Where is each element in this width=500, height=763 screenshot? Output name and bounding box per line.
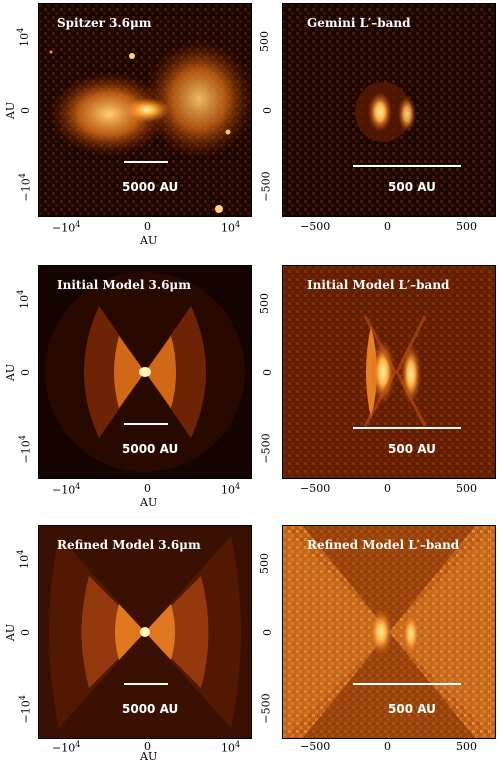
image-refined-36: Refined Model 3.6μm 5000 AU	[38, 525, 252, 739]
initial-36-art	[39, 266, 251, 478]
panel-title: Initial Model 3.6μm	[57, 278, 191, 292]
x-tick: 104	[221, 482, 241, 497]
image-spitzer: Spitzer 3.6μm 5000 AU	[38, 3, 252, 217]
panel-spitzer: Spitzer 3.6μm 5000 AU 104 0 −104 AU −104…	[0, 0, 252, 260]
panel-title: Initial Model L′–band	[307, 278, 450, 292]
x-tick: 0	[384, 482, 391, 495]
scale-bar	[124, 423, 168, 425]
panel-refined-model-3.6: Refined Model 3.6μm 5000 AU 104 0 −104 A…	[0, 522, 252, 763]
panel-title: Refined Model 3.6μm	[57, 538, 201, 552]
scale-label: 5000 AU	[122, 180, 179, 194]
gemini-image-art	[283, 4, 495, 216]
y-tick: −500	[259, 693, 273, 724]
y-tick: 104	[16, 549, 31, 569]
panel-title: Refined Model L′–band	[307, 538, 460, 552]
y-tick: 0	[19, 629, 32, 636]
panel-gemini: Gemini L′–band 500 AU 500 0 −500 −500 0 …	[250, 0, 500, 260]
x-axis-label: AU	[140, 496, 158, 509]
panel-initial-model-l: Initial Model L′–band 500 AU 500 0 −500 …	[250, 262, 500, 522]
refined-36-art	[39, 526, 251, 738]
scale-label: 5000 AU	[122, 442, 179, 456]
panel-title: Spitzer 3.6μm	[57, 16, 152, 30]
x-tick: 500	[456, 482, 477, 495]
scale-bar	[353, 427, 461, 429]
scale-bar	[124, 683, 168, 685]
x-tick: −500	[300, 482, 331, 495]
x-tick: 0	[144, 482, 151, 495]
initial-l-art	[283, 266, 495, 478]
x-tick: 0	[144, 220, 151, 233]
x-tick: 500	[456, 220, 477, 233]
scale-bar	[353, 165, 461, 167]
image-initial-l: Initial Model L′–band 500 AU	[282, 265, 496, 479]
y-axis-label: AU	[4, 101, 18, 120]
y-tick: −104	[17, 173, 33, 202]
x-tick: 500	[456, 740, 477, 753]
x-tick: −104	[52, 220, 81, 235]
image-gemini: Gemini L′–band 500 AU	[282, 3, 496, 217]
scale-label: 500 AU	[388, 180, 436, 194]
y-tick: 104	[16, 27, 31, 47]
y-tick: 0	[261, 629, 274, 636]
x-axis-label: AU	[140, 234, 158, 247]
scale-bar	[353, 683, 461, 685]
image-initial-36: Initial Model 3.6μm 5000 AU	[38, 265, 252, 479]
refined-l-art	[283, 526, 495, 738]
scale-label: 500 AU	[388, 702, 436, 716]
y-tick: −104	[17, 435, 33, 464]
y-tick: 0	[261, 107, 274, 114]
x-tick: −104	[52, 740, 81, 755]
y-axis-label: AU	[4, 623, 18, 642]
x-tick: 0	[384, 220, 391, 233]
scale-bar	[124, 161, 168, 163]
y-tick: 500	[258, 553, 271, 574]
x-tick: −104	[52, 482, 81, 497]
spitzer-image-art	[39, 4, 251, 216]
scale-label: 500 AU	[388, 442, 436, 456]
y-tick: 0	[261, 369, 274, 376]
y-tick: −500	[259, 433, 273, 464]
y-axis-label: AU	[4, 363, 18, 382]
panel-initial-model-3.6: Initial Model 3.6μm 5000 AU 104 0 −104 A…	[0, 262, 252, 522]
y-tick: −500	[259, 171, 273, 202]
x-axis-label: AU	[140, 750, 158, 763]
scale-label: 5000 AU	[122, 702, 179, 716]
x-tick: 0	[384, 740, 391, 753]
x-tick: 104	[221, 220, 241, 235]
x-tick: −500	[300, 220, 331, 233]
panel-title: Gemini L′–band	[307, 16, 411, 30]
x-tick: 104	[221, 740, 241, 755]
y-tick: 104	[16, 289, 31, 309]
y-tick: 0	[19, 107, 32, 114]
x-tick: 0	[144, 740, 151, 753]
y-tick: 500	[258, 31, 271, 52]
y-tick: −104	[17, 695, 33, 724]
y-tick: 500	[258, 293, 271, 314]
image-refined-l: Refined Model L′–band 500 AU	[282, 525, 496, 739]
panel-refined-model-l: Refined Model L′–band 500 AU 500 0 −500 …	[250, 522, 500, 762]
x-tick: −500	[300, 740, 331, 753]
y-tick: 0	[19, 369, 32, 376]
